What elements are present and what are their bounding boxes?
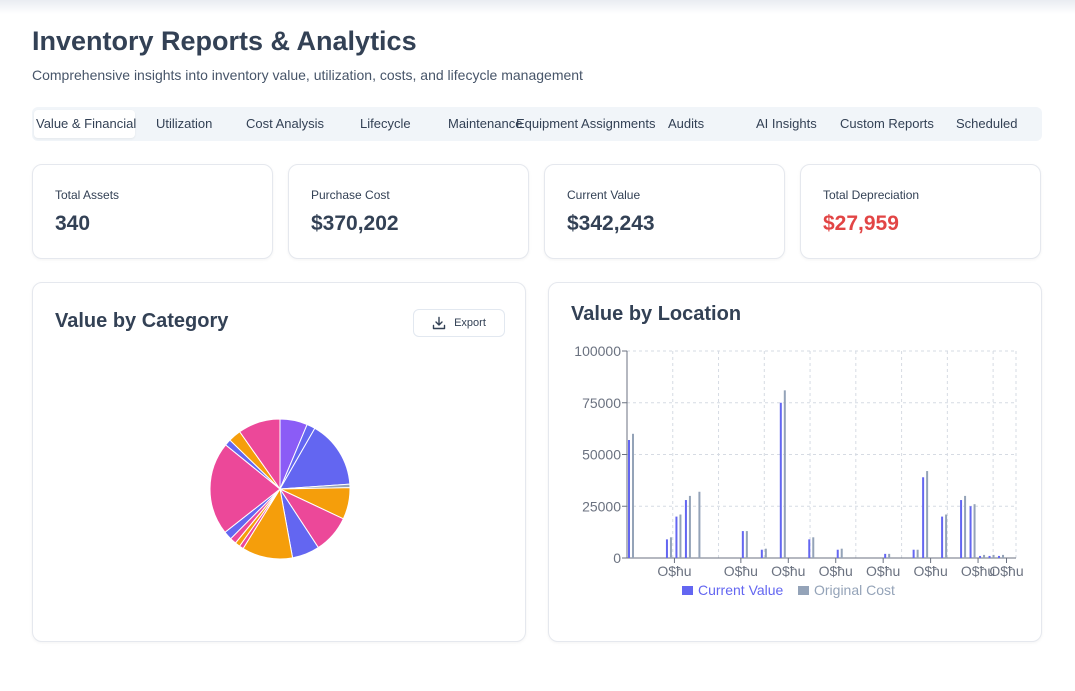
tab-utilization[interactable]: Utilization xyxy=(156,116,213,131)
y-tick-label: 0 xyxy=(613,550,621,566)
pie-slice-12[interactable] xyxy=(209,444,281,533)
tab-equipment-assignments[interactable]: Equipment Assignments xyxy=(516,116,656,131)
bar-original-14[interactable] xyxy=(764,548,767,558)
bar-current-19[interactable] xyxy=(808,539,811,558)
x-tick-label: O$ħu xyxy=(866,563,900,579)
y-tick-label: 100000 xyxy=(574,343,621,359)
bar-current-22[interactable] xyxy=(836,549,839,558)
panel-title: Value by Category xyxy=(55,310,229,332)
top-shadow xyxy=(0,0,1075,14)
x-tick-label: O$ħu xyxy=(989,563,1023,579)
bar-current-35[interactable] xyxy=(960,500,963,558)
bar-original-38[interactable] xyxy=(992,554,995,558)
stat-value: $27,959 xyxy=(823,212,899,235)
bar-current-12[interactable] xyxy=(741,531,744,558)
stat-card-purchase-cost: Purchase Cost $370,202 xyxy=(288,164,529,259)
stat-value: $342,243 xyxy=(567,212,655,235)
bar-original-31[interactable] xyxy=(926,471,929,558)
category-pie-chart xyxy=(209,418,351,560)
tab-cost-analysis[interactable]: Cost Analysis xyxy=(246,116,325,131)
tab-lifecycle[interactable]: Lifecycle xyxy=(360,116,411,131)
x-tick-label: O$ħu xyxy=(961,563,995,579)
stat-value: 340 xyxy=(55,212,91,235)
stat-card-total-depreciation: Total Depreciation $27,959 xyxy=(800,164,1041,259)
bar-original-37[interactable] xyxy=(983,554,986,558)
bar-current-0[interactable] xyxy=(628,440,630,558)
tab-ai-insights[interactable]: AI Insights xyxy=(756,116,817,131)
bar-original-27[interactable] xyxy=(888,553,891,558)
tab-audits[interactable]: Audits xyxy=(668,116,705,131)
bar-current-5[interactable] xyxy=(675,516,678,558)
tab-scheduled[interactable]: Scheduled xyxy=(956,116,1018,131)
bar-current-27[interactable] xyxy=(884,553,887,558)
tab-custom-reports[interactable]: Custom Reports xyxy=(840,116,934,131)
bar-original-33[interactable] xyxy=(945,514,948,558)
bar-original-7[interactable] xyxy=(698,491,701,558)
bar-current-38[interactable] xyxy=(988,555,991,558)
tab-maintenance[interactable]: Maintenance xyxy=(448,116,523,131)
stat-label: Purchase Cost xyxy=(311,188,390,202)
x-tick-label: O$ħu xyxy=(913,563,947,579)
y-tick-label: 50000 xyxy=(582,447,621,463)
value-by-category-panel: Value by Category Export xyxy=(32,282,526,642)
bar-current-33[interactable] xyxy=(941,516,944,558)
download-icon xyxy=(432,316,446,330)
stat-card-current-value: Current Value $342,243 xyxy=(544,164,785,259)
bar-original-36[interactable] xyxy=(973,504,976,558)
pie-slice-2[interactable] xyxy=(279,427,351,490)
legend-label[interactable]: Current Value xyxy=(698,582,784,598)
bar-current-36[interactable] xyxy=(969,506,972,558)
legend-label[interactable]: Original Cost xyxy=(814,582,895,598)
stat-value: $370,202 xyxy=(311,212,399,235)
pie-slice-15[interactable] xyxy=(239,418,281,491)
panel-title: Value by Location xyxy=(571,303,742,325)
report-tabs: Value & Financial Utilization Cost Analy… xyxy=(32,107,1042,141)
bar-current-37[interactable] xyxy=(979,555,982,558)
bar-original-19[interactable] xyxy=(812,537,815,558)
bar-current-31[interactable] xyxy=(922,477,925,558)
bar-original-16[interactable] xyxy=(783,390,786,558)
value-by-location-panel: Value by Location 0 25000 50000 75000 100000… xyxy=(548,282,1042,642)
bar-current-16[interactable] xyxy=(779,402,782,558)
legend-swatch xyxy=(682,586,693,595)
export-button[interactable]: Export xyxy=(413,309,505,337)
stat-label: Current Value xyxy=(567,188,641,202)
bar-current-6[interactable] xyxy=(684,500,687,558)
bar-original-0[interactable] xyxy=(632,433,634,558)
x-tick-label: O$ħu xyxy=(657,563,691,579)
stat-label: Total Assets xyxy=(55,188,120,202)
bar-original-22[interactable] xyxy=(840,548,843,558)
bar-current-39[interactable] xyxy=(998,555,1001,558)
page-title: Inventory Reports & Analytics xyxy=(32,26,417,56)
tab-value-financial[interactable]: Value & Financial xyxy=(34,110,136,138)
bar-current-4[interactable] xyxy=(665,539,668,558)
bar-current-14[interactable] xyxy=(760,549,763,558)
stat-label: Total Depreciation xyxy=(823,188,920,202)
bar-original-4[interactable] xyxy=(669,537,672,558)
bar-original-12[interactable] xyxy=(745,531,748,558)
export-button-label: Export xyxy=(454,317,486,329)
legend-swatch xyxy=(798,586,809,595)
y-tick-label: 25000 xyxy=(582,498,621,514)
x-tick-label: O$ħu xyxy=(724,563,758,579)
y-tick-label: 75000 xyxy=(582,395,621,411)
bar-original-39[interactable] xyxy=(1002,554,1005,558)
x-tick-label: O$ħu xyxy=(819,563,853,579)
x-tick-label: O$ħu xyxy=(771,563,805,579)
bar-original-30[interactable] xyxy=(916,549,919,558)
stat-card-total-assets: Total Assets 340 xyxy=(32,164,273,259)
bar-original-35[interactable] xyxy=(964,495,967,558)
bar-current-30[interactable] xyxy=(912,549,915,558)
bar-original-5[interactable] xyxy=(679,514,682,558)
bar-original-6[interactable] xyxy=(688,495,691,558)
page-subtitle: Comprehensive insights into inventory va… xyxy=(32,67,583,83)
